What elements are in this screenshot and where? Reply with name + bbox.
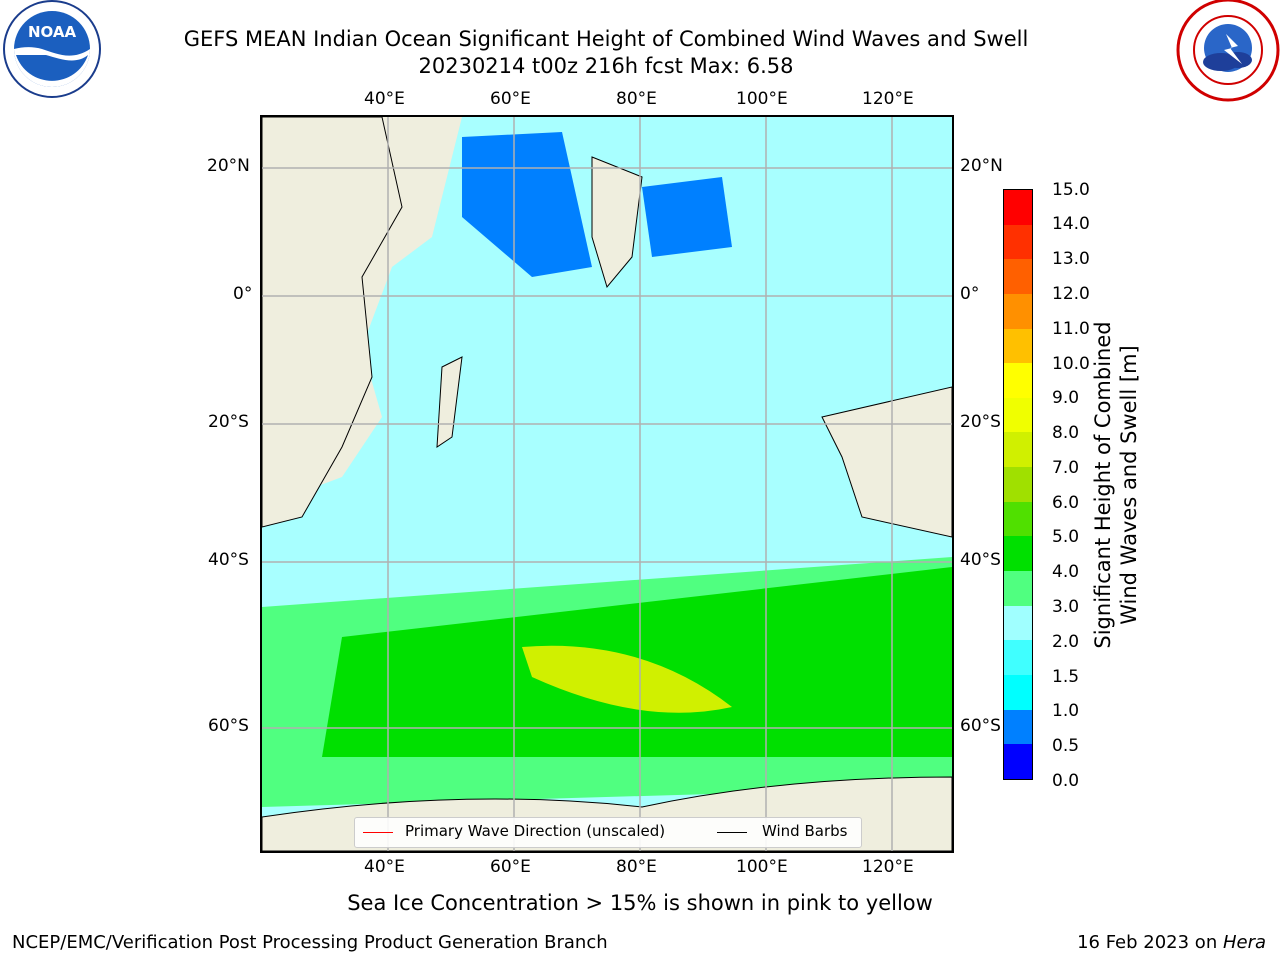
colorbar-segment xyxy=(1004,605,1032,641)
colorbar-tick: 8.0 xyxy=(1052,423,1080,443)
wind-barbs-label: Wind Barbs xyxy=(762,822,848,840)
colorbar-segment xyxy=(1004,640,1032,675)
footer-right: 16 Feb 2023 on Hera xyxy=(1077,932,1266,953)
top-lon-tick-80e: 80°E xyxy=(616,89,657,109)
colorbar-tick: 4.0 xyxy=(1052,562,1080,582)
colorbar-segment xyxy=(1004,259,1032,294)
wave-direction-swatch xyxy=(363,832,393,833)
bottom-lon-tick-40e: 40°E xyxy=(364,857,405,877)
wave-height-map xyxy=(262,117,952,851)
colorbar-tick: 11.0 xyxy=(1052,319,1090,339)
title-line1: GEFS MEAN Indian Ocean Significant Heigh… xyxy=(183,27,1029,51)
colorbar-title: Significant Height of Combined Wind Wave… xyxy=(1090,205,1142,765)
colorbar-tick: 6.0 xyxy=(1052,493,1080,513)
colorbar-segment xyxy=(1004,674,1032,710)
colorbar-tick: 0.0 xyxy=(1052,771,1080,791)
left-lat-tick-40s: 40°S xyxy=(208,550,249,570)
colorbar-tick: 10.0 xyxy=(1052,354,1090,374)
right-lat-tick-40s: 40°S xyxy=(960,550,1001,570)
colorbar-tick: 1.5 xyxy=(1052,667,1080,687)
bottom-lon-tick-100e: 100°E xyxy=(736,857,788,877)
colorbar-tick: 9.0 xyxy=(1052,388,1080,408)
top-lon-tick-40e: 40°E xyxy=(364,89,405,109)
svg-text:NOAA: NOAA xyxy=(28,23,77,41)
right-lat-tick-20s: 20°S xyxy=(960,412,1001,432)
right-lat-tick-20n: 20°N xyxy=(960,156,1003,176)
colorbar-segment xyxy=(1004,328,1032,364)
map-frame[interactable] xyxy=(260,115,954,853)
colorbar-title-line1: Significant Height of Combined xyxy=(1091,321,1115,649)
top-lon-tick-100e: 100°E xyxy=(736,89,788,109)
colorbar-tick: 14.0 xyxy=(1052,214,1090,234)
footer-date: 16 Feb 2023 on xyxy=(1077,932,1223,953)
wave-direction-label: Primary Wave Direction (unscaled) xyxy=(405,822,666,840)
colorbar-tick: 3.0 xyxy=(1052,597,1080,617)
colorbar-segment xyxy=(1004,467,1032,502)
colorbar-title-line2: Wind Waves and Swell [m] xyxy=(1117,345,1141,625)
colorbar-segment xyxy=(1004,190,1032,225)
colorbar-tick: 0.5 xyxy=(1052,736,1080,756)
footer-machine: Hera xyxy=(1222,932,1266,953)
colorbar-tick: 2.0 xyxy=(1052,632,1080,652)
map-legend: Primary Wave Direction (unscaled) Wind B… xyxy=(354,817,862,848)
colorbar-segment xyxy=(1004,501,1032,537)
colorbar-segment xyxy=(1004,363,1032,398)
colorbar-tick: 13.0 xyxy=(1052,249,1090,269)
colorbar-segment xyxy=(1004,432,1032,468)
left-lat-tick-20n: 20°N xyxy=(207,156,250,176)
colorbar-segment xyxy=(1004,293,1032,329)
colorbar-tick: 5.0 xyxy=(1052,527,1080,547)
right-lat-tick-0: 0° xyxy=(960,284,980,304)
caption: Sea Ice Concentration > 15% is shown in … xyxy=(347,891,933,915)
left-lat-tick-60s: 60°S xyxy=(208,716,249,736)
nws-logo-icon xyxy=(1176,0,1280,102)
colorbar xyxy=(1003,189,1033,780)
colorbar-tick: 7.0 xyxy=(1052,458,1080,478)
wind-barbs-swatch xyxy=(717,832,747,833)
top-lon-tick-120e: 120°E xyxy=(862,89,914,109)
title-line2: 20230214 t00z 216h fcst Max: 6.58 xyxy=(418,54,794,78)
bottom-lon-tick-80e: 80°E xyxy=(616,857,657,877)
colorbar-tick: 15.0 xyxy=(1052,180,1090,200)
footer-left: NCEP/EMC/Verification Post Processing Pr… xyxy=(12,932,608,953)
colorbar-segment xyxy=(1004,397,1032,433)
colorbar-segment xyxy=(1004,571,1032,606)
top-lon-tick-60e: 60°E xyxy=(490,89,531,109)
bottom-lon-tick-120e: 120°E xyxy=(862,857,914,877)
colorbar-segment xyxy=(1004,224,1032,260)
bottom-lon-tick-60e: 60°E xyxy=(490,857,531,877)
right-lat-tick-60s: 60°S xyxy=(960,716,1001,736)
noaa-logo-icon: NOAA xyxy=(3,0,101,98)
colorbar-segment xyxy=(1004,744,1032,779)
left-lat-tick-20s: 20°S xyxy=(208,412,249,432)
left-lat-tick-0: 0° xyxy=(233,284,253,304)
colorbar-tick: 1.0 xyxy=(1052,701,1080,721)
colorbar-segment xyxy=(1004,709,1032,745)
colorbar-tick: 12.0 xyxy=(1052,284,1090,304)
colorbar-segment xyxy=(1004,536,1032,572)
